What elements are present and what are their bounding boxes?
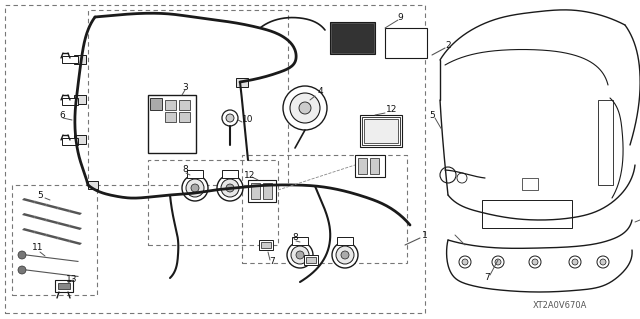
Circle shape <box>492 256 504 268</box>
Bar <box>150 98 162 110</box>
Polygon shape <box>22 269 79 277</box>
Bar <box>261 242 271 248</box>
Polygon shape <box>22 198 82 215</box>
Circle shape <box>186 179 204 197</box>
Text: 6: 6 <box>59 110 65 120</box>
Bar <box>598 100 613 185</box>
Bar <box>337 237 353 245</box>
Text: XT2A0V670A: XT2A0V670A <box>533 300 587 309</box>
Circle shape <box>291 246 309 264</box>
Bar <box>332 24 373 52</box>
Text: 4: 4 <box>317 87 323 97</box>
Bar <box>236 78 248 87</box>
Text: 8: 8 <box>292 234 298 242</box>
Circle shape <box>440 167 456 183</box>
Circle shape <box>332 242 358 268</box>
Text: 2: 2 <box>445 41 451 50</box>
Text: 12: 12 <box>244 170 256 180</box>
Bar <box>306 257 316 263</box>
Text: 3: 3 <box>182 83 188 92</box>
Text: 7: 7 <box>484 273 490 283</box>
Text: 1: 1 <box>639 216 640 225</box>
Bar <box>179 100 190 110</box>
Circle shape <box>290 93 320 123</box>
Bar <box>74 55 86 64</box>
Bar <box>292 237 308 245</box>
Bar <box>364 119 398 143</box>
Circle shape <box>529 256 541 268</box>
Bar <box>58 283 70 289</box>
Circle shape <box>495 259 501 265</box>
Bar <box>330 22 375 54</box>
Circle shape <box>597 256 609 268</box>
Bar <box>251 183 260 199</box>
Circle shape <box>569 256 581 268</box>
Bar <box>482 200 572 228</box>
Bar <box>165 100 176 110</box>
Circle shape <box>572 259 578 265</box>
Bar <box>263 183 272 199</box>
Circle shape <box>226 114 234 122</box>
Circle shape <box>532 259 538 265</box>
Bar <box>55 280 73 292</box>
Circle shape <box>299 102 311 114</box>
Circle shape <box>341 251 349 259</box>
Bar <box>222 170 238 178</box>
Circle shape <box>457 173 467 183</box>
Circle shape <box>191 184 199 192</box>
Bar <box>148 95 196 153</box>
Bar <box>187 170 203 178</box>
Bar <box>62 138 78 145</box>
Circle shape <box>221 179 239 197</box>
Bar <box>522 178 538 190</box>
Text: 10: 10 <box>243 115 253 124</box>
Text: 1: 1 <box>422 232 428 241</box>
Bar <box>385 28 427 58</box>
Circle shape <box>462 259 468 265</box>
Bar <box>179 112 190 122</box>
Bar <box>62 56 78 63</box>
Text: 5: 5 <box>429 110 435 120</box>
Bar <box>165 112 176 122</box>
Text: 12: 12 <box>387 106 397 115</box>
Bar <box>74 95 86 104</box>
Circle shape <box>287 242 313 268</box>
Text: 8: 8 <box>182 166 188 174</box>
Circle shape <box>222 110 238 126</box>
Circle shape <box>182 175 208 201</box>
Bar <box>362 117 400 145</box>
Bar <box>248 180 276 202</box>
Bar <box>358 158 367 174</box>
Text: 5: 5 <box>37 190 43 199</box>
Text: 13: 13 <box>67 276 77 285</box>
Circle shape <box>600 259 606 265</box>
Circle shape <box>18 251 26 259</box>
Circle shape <box>336 246 354 264</box>
Bar <box>304 255 318 265</box>
Polygon shape <box>22 228 82 245</box>
Bar <box>62 98 78 105</box>
Text: 7: 7 <box>269 257 275 266</box>
Bar <box>74 135 86 144</box>
Bar <box>88 181 98 189</box>
Polygon shape <box>22 254 79 262</box>
Polygon shape <box>22 213 82 230</box>
Bar <box>360 115 402 147</box>
Circle shape <box>18 266 26 274</box>
Bar <box>355 155 385 177</box>
Bar <box>259 240 273 250</box>
Circle shape <box>296 251 304 259</box>
Circle shape <box>226 184 234 192</box>
Text: 9: 9 <box>397 12 403 21</box>
Circle shape <box>217 175 243 201</box>
Circle shape <box>283 86 327 130</box>
Circle shape <box>459 256 471 268</box>
Bar <box>370 158 379 174</box>
Text: 11: 11 <box>32 243 44 253</box>
